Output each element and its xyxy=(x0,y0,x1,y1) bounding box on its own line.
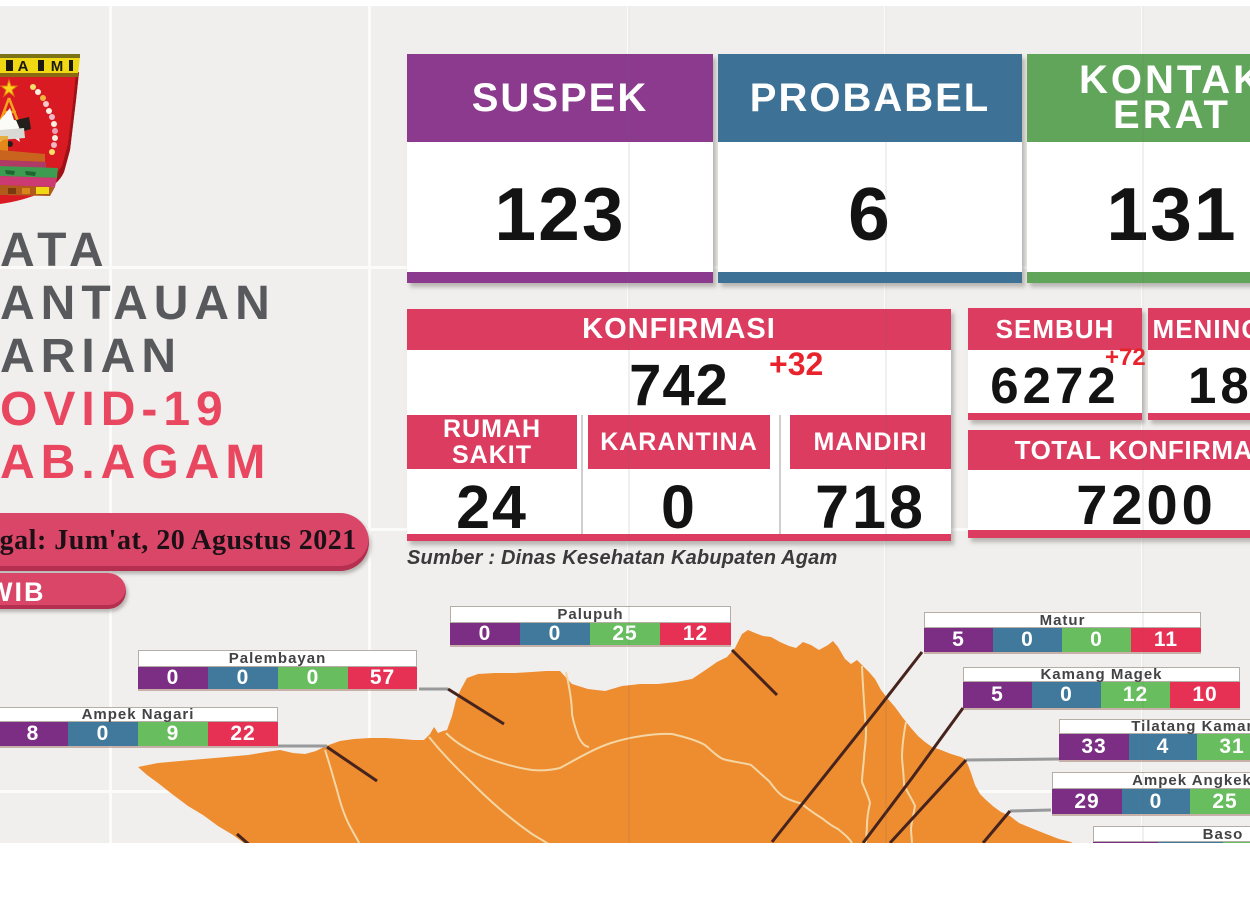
svg-text:A: A xyxy=(18,58,29,75)
svg-text:M: M xyxy=(51,58,64,75)
